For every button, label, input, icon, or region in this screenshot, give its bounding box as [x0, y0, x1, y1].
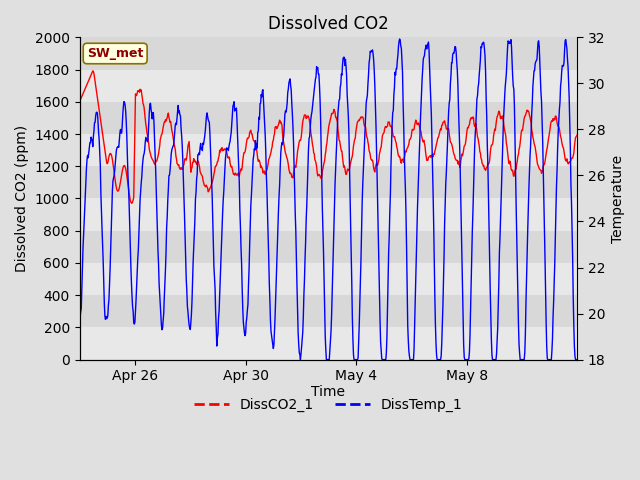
- Bar: [79, 263, 577, 295]
- Title: Dissolved CO2: Dissolved CO2: [268, 15, 388, 33]
- Y-axis label: Dissolved CO2 (ppm): Dissolved CO2 (ppm): [15, 125, 29, 272]
- Bar: [79, 198, 577, 231]
- Y-axis label: Temperature: Temperature: [611, 155, 625, 242]
- Legend: DissCO2_1, DissTemp_1: DissCO2_1, DissTemp_1: [189, 392, 468, 417]
- Text: SW_met: SW_met: [87, 47, 143, 60]
- Bar: [79, 327, 577, 360]
- Bar: [79, 166, 577, 198]
- Bar: [79, 37, 577, 70]
- Bar: [79, 70, 577, 102]
- Bar: [79, 102, 577, 134]
- Bar: [79, 231, 577, 263]
- Bar: [79, 134, 577, 166]
- Bar: [79, 295, 577, 327]
- X-axis label: Time: Time: [312, 385, 346, 399]
